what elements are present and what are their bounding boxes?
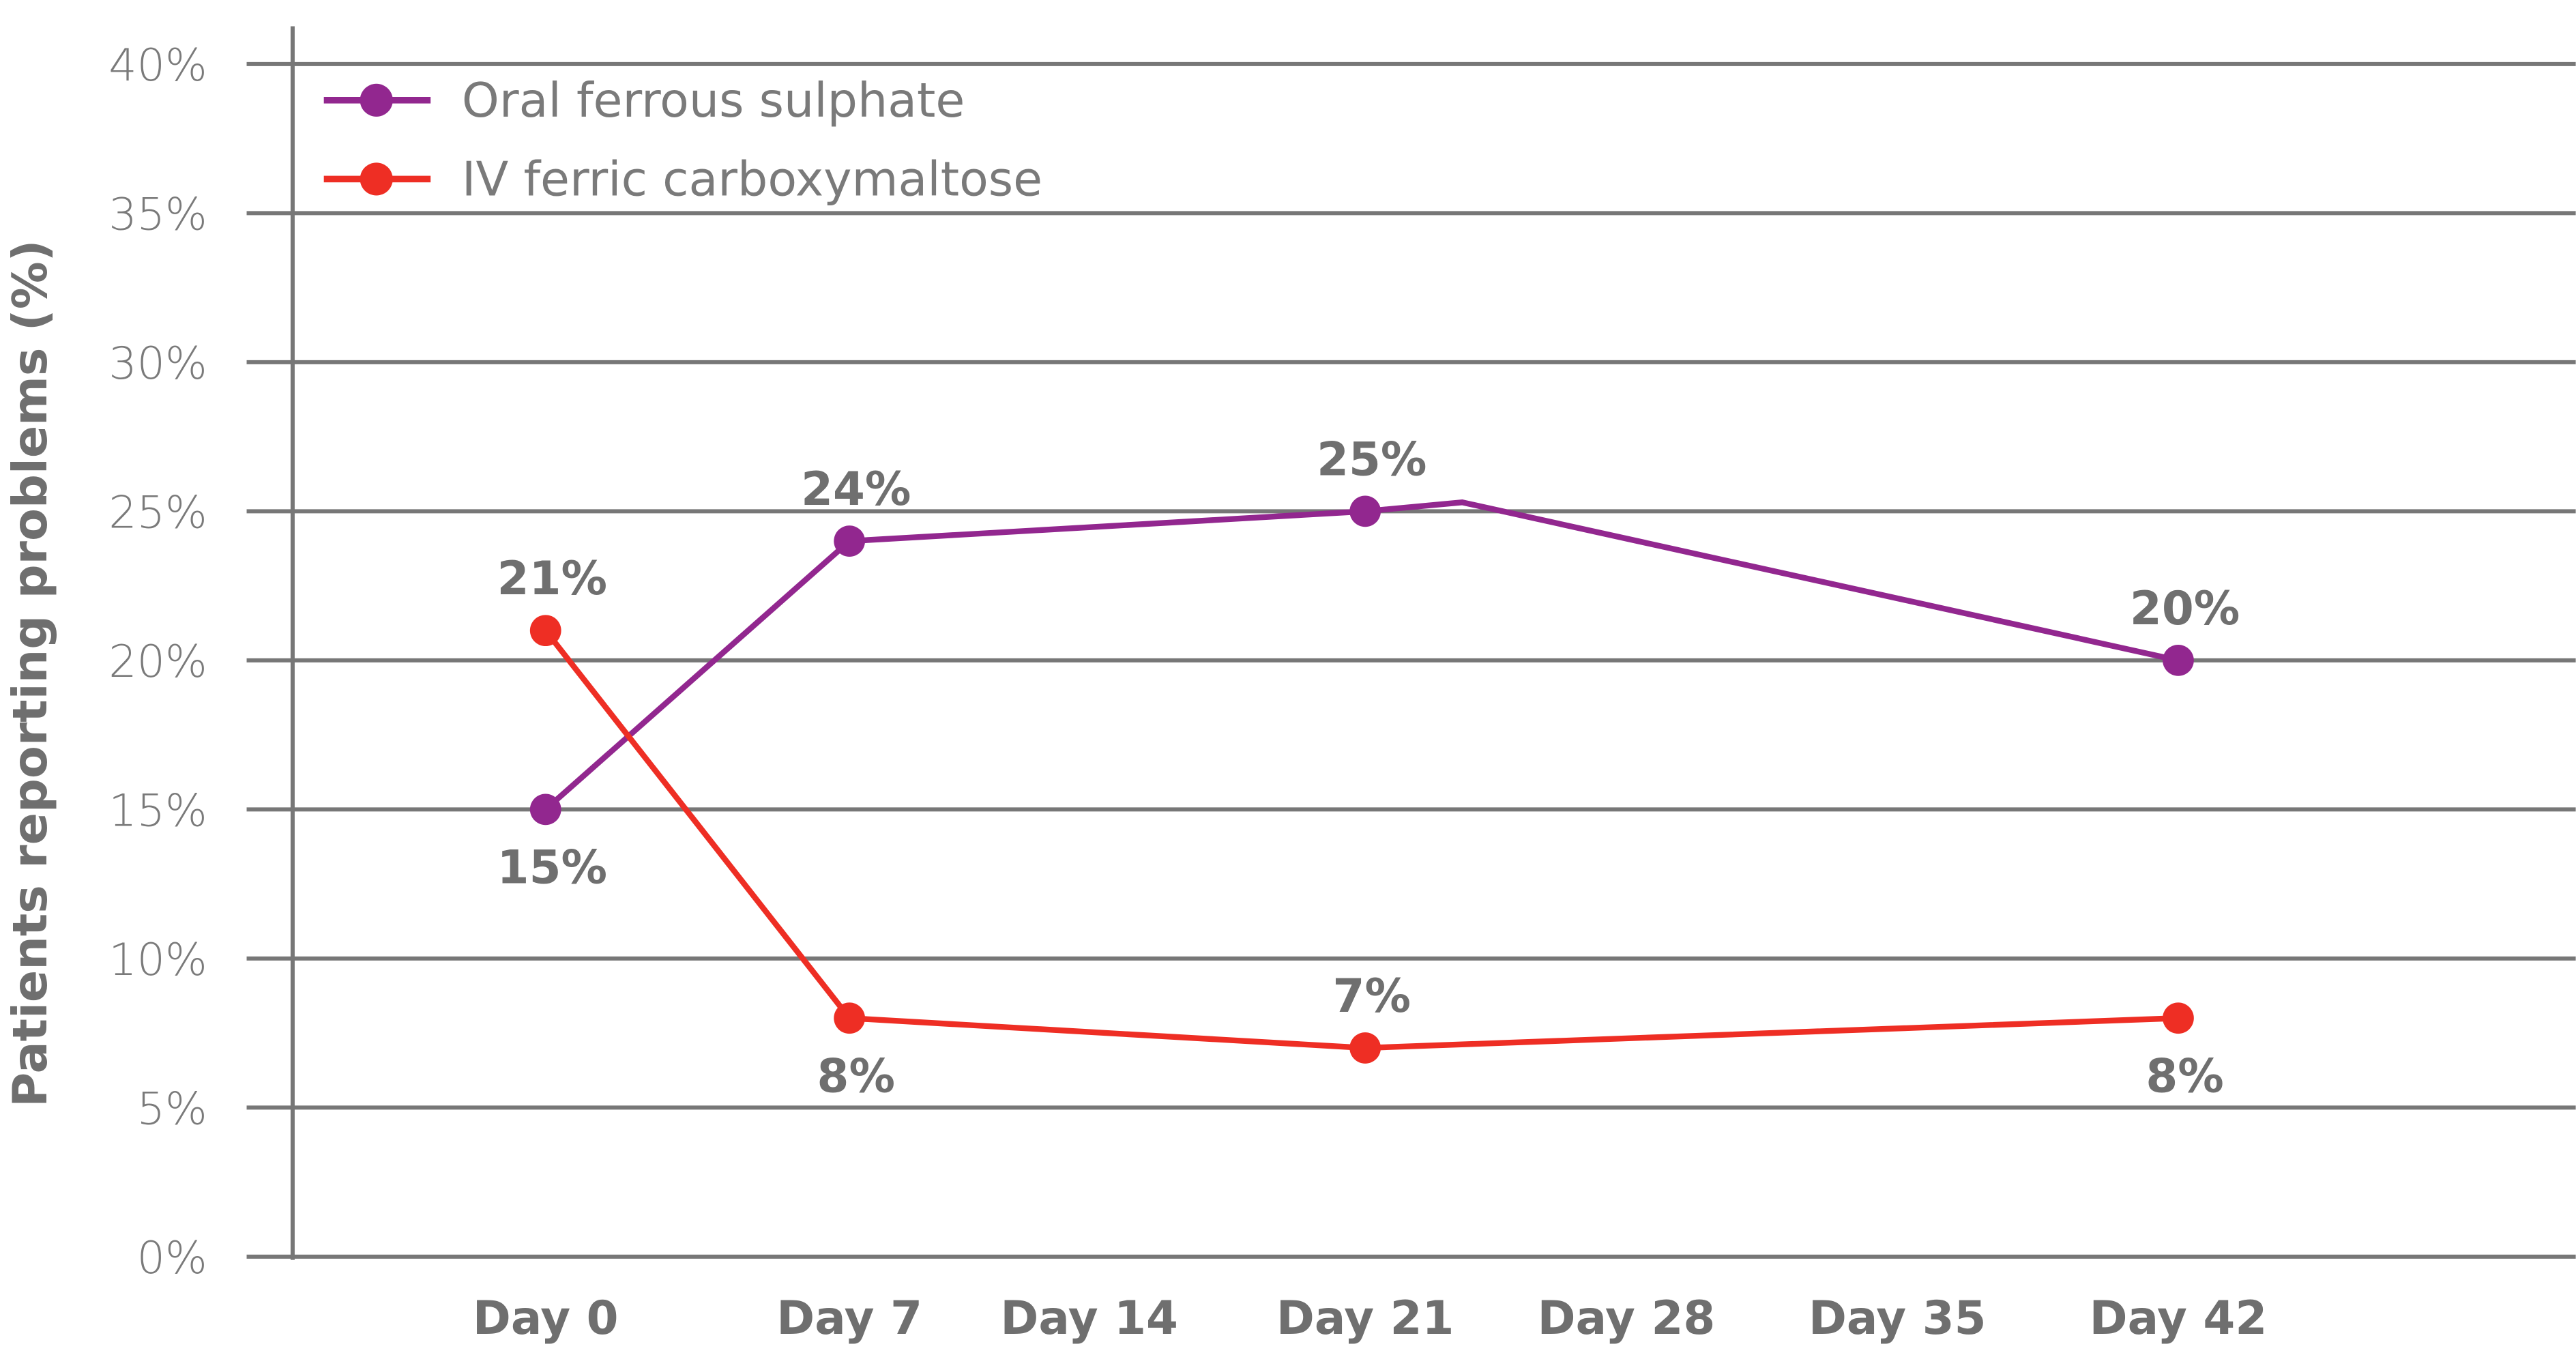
data-label: 8% <box>2146 1049 2223 1103</box>
y-tick-label: 0% <box>137 1233 207 1284</box>
series-line <box>543 628 2179 1051</box>
y-tick-label: 30% <box>108 338 207 390</box>
x-tick-label: Day 7 <box>776 1291 922 1345</box>
gridlines <box>246 61 2576 1259</box>
y-tick-label: 35% <box>108 189 207 240</box>
legend-item: Oral ferrous sulphate <box>323 73 965 128</box>
legend-label: IV ferric carboxymaltose <box>462 152 1042 207</box>
y-axis-label: Patients reporting problems (%) <box>3 239 58 1107</box>
data-point <box>834 1002 866 1034</box>
data-label: 25% <box>1317 432 1426 486</box>
data-point <box>2163 1002 2194 1034</box>
y-tick-label: 40% <box>108 40 207 91</box>
x-tick-label: Day 35 <box>1809 1291 1987 1345</box>
legend-dot-icon <box>360 83 393 117</box>
data-point <box>834 525 866 557</box>
x-tick-label: Day 14 <box>1000 1291 1178 1345</box>
y-tick-labels: 0% 5% 10% 15% 20% 25% 30% 35% 40% <box>108 40 207 1284</box>
y-tick-label: 20% <box>108 637 207 688</box>
x-tick-labels: Day 0 Day 7 Day 14 Day 21 Day 28 Day 35 Day 42 <box>473 1291 2267 1345</box>
series-oral-ferrous-sulphate: 15% 24% 25% 20% <box>497 432 2240 894</box>
y-tick-label: 10% <box>108 935 207 986</box>
x-tick-label: Day 28 <box>1538 1291 1716 1345</box>
data-label: 24% <box>801 462 911 516</box>
data-label: 8% <box>817 1049 895 1103</box>
data-point <box>2163 645 2194 676</box>
y-tick-label: 5% <box>137 1083 207 1135</box>
x-tick-label: Day 0 <box>473 1291 619 1345</box>
data-label: 7% <box>1333 969 1411 1023</box>
x-tick-label: Day 42 <box>2090 1291 2268 1345</box>
series-line <box>543 499 2179 812</box>
data-label: 20% <box>2130 581 2240 635</box>
data-point <box>529 615 561 647</box>
data-point <box>529 793 561 826</box>
series-group: 15% 24% 25% 20% 21% 8% 7% 8% <box>497 432 2240 1103</box>
data-point <box>1349 1032 1381 1064</box>
legend-label: Oral ferrous sulphate <box>462 73 965 128</box>
data-point <box>1349 495 1381 527</box>
series-iv-ferric-carboxymaltose: 21% 8% 7% 8% <box>497 551 2224 1103</box>
data-label: 21% <box>497 551 607 605</box>
data-label: 15% <box>497 841 607 894</box>
x-tick-label: Day 21 <box>1276 1291 1454 1345</box>
legend-item: IV ferric carboxymaltose <box>323 152 1042 207</box>
legend-dot-icon <box>360 162 393 196</box>
y-tick-label: 15% <box>108 785 207 836</box>
legend: Oral ferrous sulphate IV ferric carboxyma… <box>323 73 1042 207</box>
y-tick-label: 25% <box>108 487 207 538</box>
